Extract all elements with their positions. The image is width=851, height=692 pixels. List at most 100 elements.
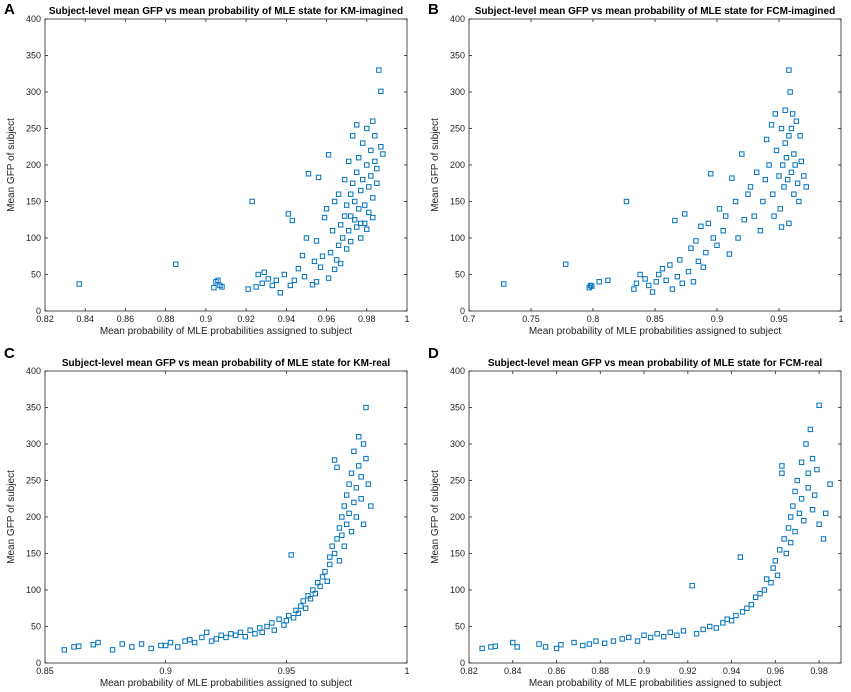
data-point — [374, 180, 380, 186]
data-point — [368, 147, 374, 154]
data-point — [634, 638, 641, 644]
y-tick-label: 200 — [26, 512, 41, 522]
data-point — [286, 612, 292, 619]
data-point — [656, 271, 662, 278]
data-point — [809, 455, 816, 462]
data-point — [291, 277, 298, 284]
data-point — [287, 282, 294, 289]
data-point — [271, 627, 277, 633]
data-point — [370, 214, 376, 221]
data-point — [779, 470, 785, 476]
data-point — [726, 251, 733, 257]
data-point — [300, 598, 306, 604]
data-point — [807, 426, 814, 433]
data-point — [329, 543, 335, 549]
chart-title-a: Subject-level mean GFP vs mean probabili… — [49, 6, 403, 17]
y-tick-label: 100 — [26, 585, 41, 595]
chart-title-c: Subject-level mean GFP vs mean probabili… — [62, 358, 390, 369]
data-point — [542, 644, 549, 650]
data-point — [790, 503, 796, 509]
data-point — [247, 627, 253, 633]
data-point — [228, 631, 234, 637]
data-point — [299, 252, 306, 259]
data-point — [778, 224, 785, 230]
data-point — [771, 213, 777, 219]
data-point — [366, 184, 372, 190]
data-point — [331, 550, 338, 557]
data-point — [677, 257, 683, 263]
data-point — [354, 122, 360, 128]
data-point — [237, 629, 244, 636]
data-point — [789, 111, 796, 117]
data-point — [787, 539, 794, 546]
data-point — [341, 503, 347, 509]
data-point — [356, 434, 362, 440]
data-point — [295, 265, 302, 272]
data-point — [337, 260, 344, 267]
data-point — [488, 644, 494, 650]
data-point — [213, 636, 220, 642]
x-axis-label-b: Mean probability of MLE probabilities as… — [529, 326, 782, 337]
data-point — [218, 632, 224, 638]
data-point — [791, 151, 797, 157]
data-point — [794, 180, 801, 186]
data-point — [175, 644, 181, 650]
data-point — [307, 596, 314, 602]
data-point — [792, 528, 798, 535]
scatter-panel-a: Subject-level mean GFP vs mean probabili… — [6, 6, 410, 337]
plot-frame-d — [468, 370, 842, 664]
data-point — [753, 169, 760, 176]
data-point — [347, 213, 354, 219]
data-point — [783, 155, 790, 161]
data-point — [827, 481, 833, 487]
data-point — [301, 273, 308, 280]
data-point — [368, 173, 374, 179]
data-point — [358, 235, 364, 241]
data-point — [653, 279, 659, 285]
data-point — [119, 641, 125, 647]
data-point — [61, 647, 68, 653]
data-point — [158, 642, 164, 649]
y-tick-label: 50 — [455, 622, 465, 632]
data-point — [688, 245, 694, 251]
data-point — [335, 242, 342, 249]
y-axis-label-c: Mean GFP of subject — [6, 470, 17, 564]
data-point — [778, 125, 785, 132]
data-point — [693, 631, 700, 637]
data-point — [741, 217, 747, 223]
data-point — [667, 262, 673, 268]
y-tick-label: 250 — [450, 476, 465, 486]
data-point — [327, 554, 333, 560]
data-point — [729, 175, 735, 181]
data-point — [752, 594, 759, 600]
data-point — [337, 222, 344, 228]
x-tick-label: 0.85 — [646, 314, 664, 324]
x-tick-label: 0.96 — [318, 314, 336, 324]
data-point — [796, 198, 802, 205]
data-point — [783, 550, 789, 557]
data-point — [720, 228, 726, 234]
y-tick-label: 200 — [450, 160, 465, 170]
data-point — [372, 158, 378, 165]
data-point — [321, 214, 328, 221]
data-point — [257, 625, 263, 631]
data-point — [245, 286, 251, 292]
x-tick-label: 0.84 — [504, 666, 522, 676]
data-point — [364, 162, 370, 168]
data-point — [352, 198, 358, 205]
data-point — [281, 622, 287, 628]
data-point — [682, 211, 688, 217]
data-point — [305, 171, 312, 177]
scatter-panel-b: Subject-level mean GFP vs mean probabili… — [430, 6, 844, 337]
data-point — [797, 133, 803, 139]
y-tick-label: 50 — [455, 270, 465, 280]
data-point — [289, 217, 296, 224]
data-point — [358, 187, 364, 194]
data-point — [325, 152, 332, 158]
data-point — [788, 169, 795, 176]
data-point — [358, 496, 364, 502]
data-point — [774, 572, 781, 579]
x-tick-label: 0.9 — [711, 314, 724, 324]
data-point — [674, 273, 681, 280]
